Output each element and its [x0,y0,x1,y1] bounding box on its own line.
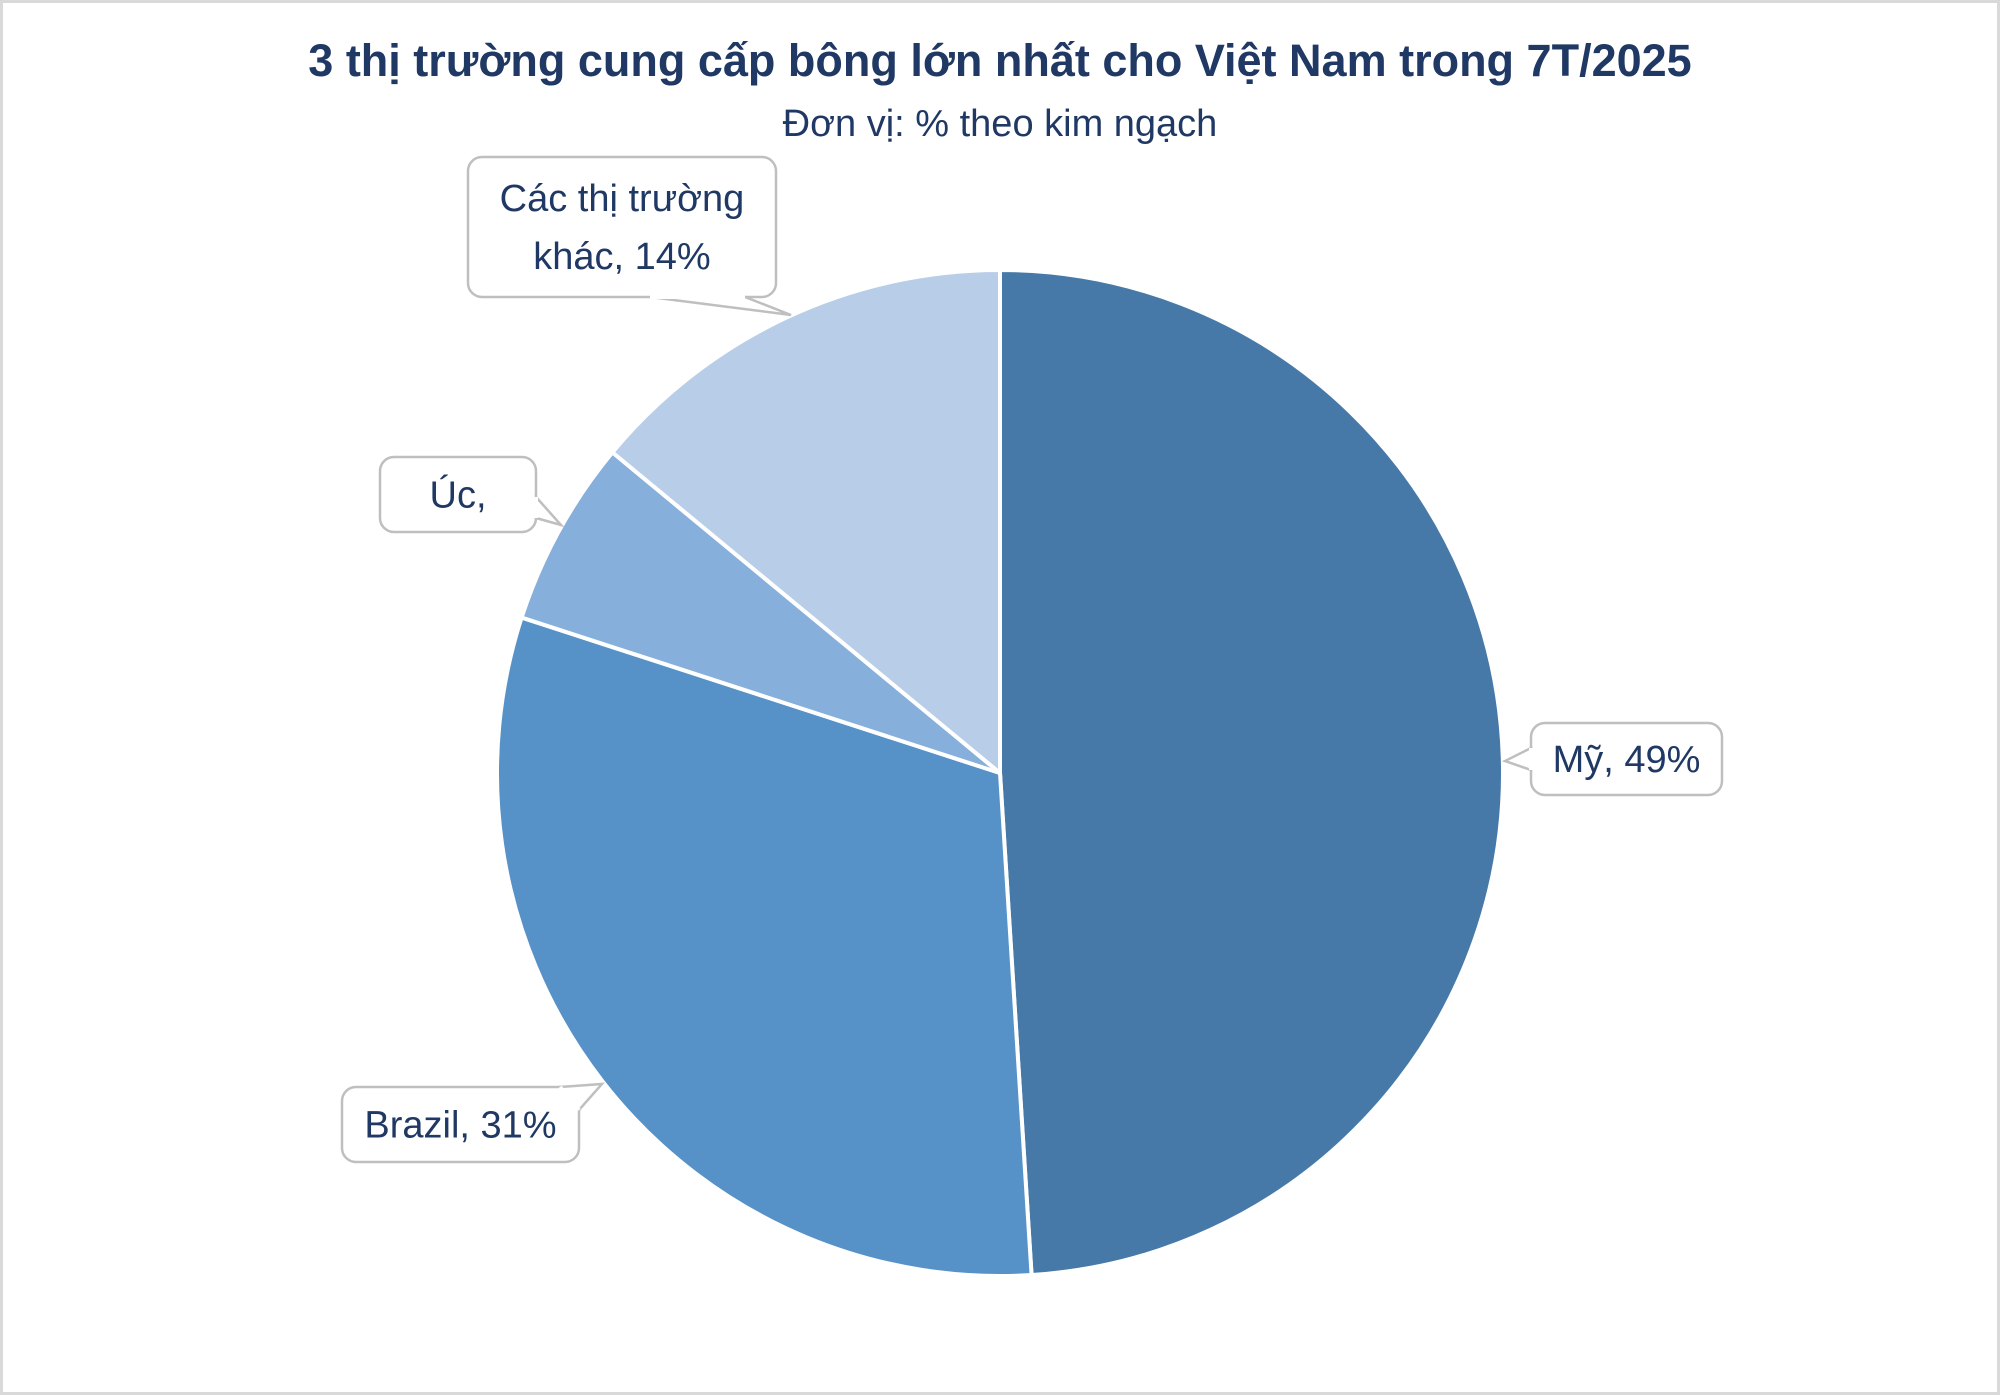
pie-slice-0 [998,267,1505,1278]
data-label-text: Úc, [430,474,487,517]
data-label-callout: Brazil, 31% [340,1082,605,1164]
data-label-callout: Mỹ, 49% [1501,721,1724,797]
data-label-text: Brazil, 31% [364,1105,556,1147]
callout-box [378,455,538,534]
chart-title: 3 thị trường cung cấp bông lớn nhất cho … [308,35,1691,86]
callout-box [466,155,778,299]
pie-slice-2 [519,449,1002,775]
pie-slice-3 [609,267,1002,778]
data-label-callout: Úc, [378,455,565,534]
chart-subtitle: Đơn vị: % theo kim ngạch [783,103,1218,145]
pie-slice-1 [495,615,1034,1278]
data-label-text: khác, 14% [533,236,710,278]
data-label-callout: Các thị trường khác, 14% [466,155,792,317]
callout-box [340,1085,581,1164]
data-label-text: Mỹ, 49% [1553,739,1701,781]
callout-join [558,1085,581,1112]
data-label-text: Các thị trường [500,178,745,220]
